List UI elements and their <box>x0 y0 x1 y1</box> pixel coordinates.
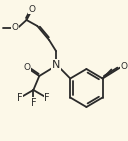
Text: O: O <box>29 5 36 14</box>
Text: N: N <box>52 60 60 70</box>
Text: O: O <box>11 24 18 32</box>
Text: F: F <box>17 93 22 103</box>
Text: O: O <box>121 62 128 71</box>
Text: F: F <box>31 98 36 108</box>
Text: O: O <box>23 63 30 72</box>
Text: F: F <box>44 93 50 103</box>
